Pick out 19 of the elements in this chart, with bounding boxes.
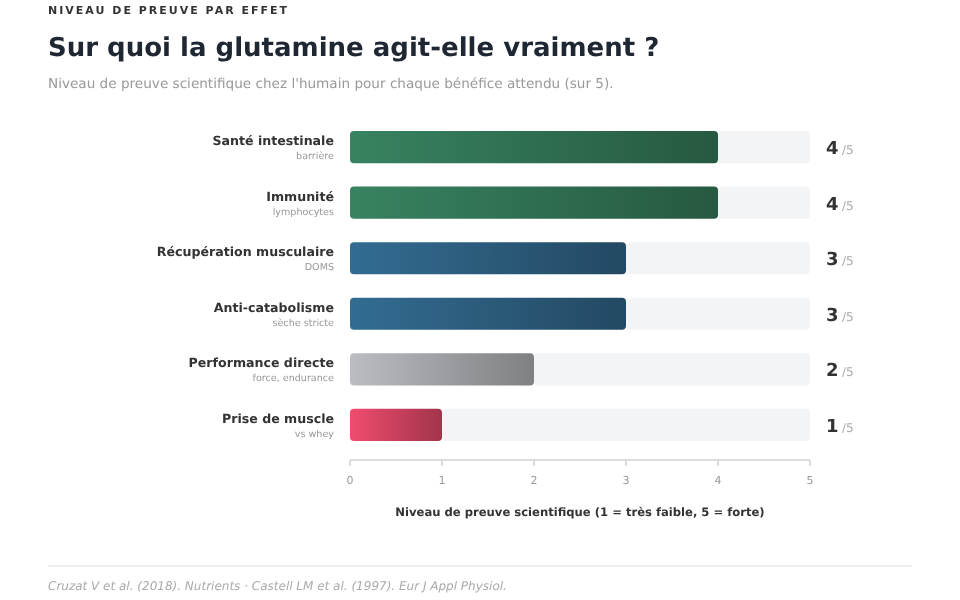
chart-title: Sur quoi la glutamine agit-elle vraiment ? [48,34,660,64]
bar [350,242,626,275]
bar [534,353,810,386]
bar [626,297,810,330]
data-label: 2 [826,362,839,383]
data-label: 1 [826,417,839,438]
data-label: 3 [826,251,839,272]
data-label: 3 [826,306,839,327]
bar [350,353,534,386]
bar [442,408,810,441]
bar [350,186,718,219]
bar [350,297,626,330]
bar [350,131,718,164]
bar [350,408,442,441]
data-label: 4 [826,195,839,216]
bar [626,242,810,275]
data-label: 4 [826,140,839,161]
bar [718,186,810,219]
bar [718,131,810,164]
